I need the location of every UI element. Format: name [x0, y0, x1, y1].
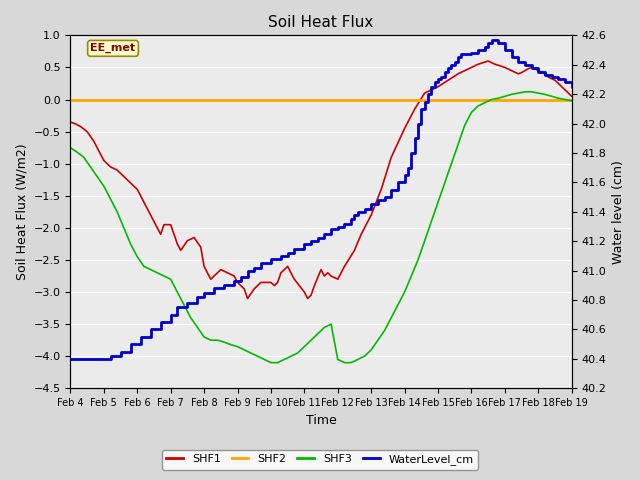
- Y-axis label: Soil Heat Flux (W/m2): Soil Heat Flux (W/m2): [15, 144, 28, 280]
- Legend: SHF1, SHF2, SHF3, WaterLevel_cm: SHF1, SHF2, SHF3, WaterLevel_cm: [162, 450, 478, 469]
- Y-axis label: Water level (cm): Water level (cm): [612, 160, 625, 264]
- Title: Soil Heat Flux: Soil Heat Flux: [268, 15, 374, 30]
- Text: EE_met: EE_met: [90, 43, 136, 53]
- X-axis label: Time: Time: [306, 414, 337, 427]
